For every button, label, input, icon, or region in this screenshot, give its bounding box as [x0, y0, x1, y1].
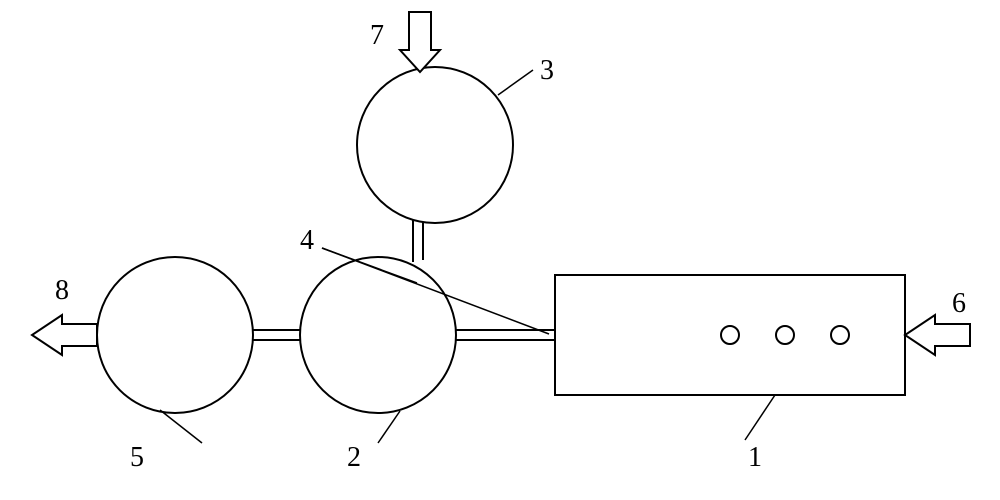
- label-7: 7: [370, 20, 384, 52]
- leader-line: [378, 411, 400, 443]
- arrow-6: [905, 315, 970, 355]
- leader-line: [160, 410, 202, 443]
- arrow-8: [32, 315, 97, 355]
- leader-line: [498, 70, 533, 95]
- label-5: 5: [130, 442, 144, 474]
- label-4: 4: [300, 225, 314, 257]
- label-8: 8: [55, 275, 69, 307]
- node-circle3: [357, 67, 513, 223]
- node-box-1: [555, 275, 905, 395]
- node-circle2: [300, 257, 456, 413]
- leader-line: [745, 395, 775, 440]
- label-3: 3: [540, 55, 554, 87]
- label-6: 6: [952, 288, 966, 320]
- node-circle5: [97, 257, 253, 413]
- label-1: 1: [748, 442, 762, 474]
- label-2: 2: [347, 442, 361, 474]
- arrow-7: [400, 12, 440, 72]
